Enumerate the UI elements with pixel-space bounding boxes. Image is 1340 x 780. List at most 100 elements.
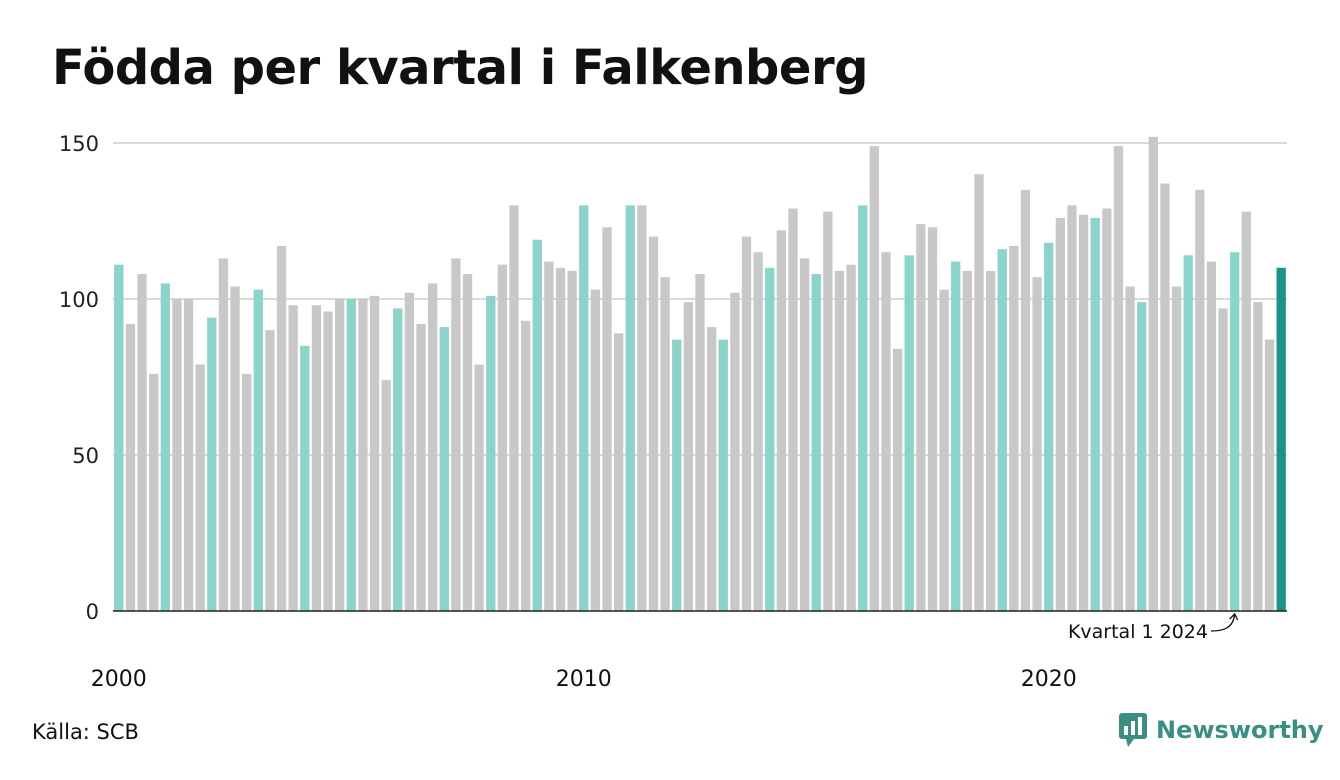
bar — [520, 320, 531, 611]
bar — [404, 292, 415, 611]
bar — [137, 274, 147, 611]
bar — [242, 373, 252, 611]
y-tick-label: 0 — [86, 600, 99, 624]
bar — [207, 317, 217, 611]
x-tick-label: 2010 — [556, 667, 612, 692]
bar — [1055, 217, 1065, 611]
bar — [579, 205, 589, 611]
bar — [904, 255, 914, 611]
bar — [997, 249, 1007, 611]
bar — [1218, 308, 1228, 611]
bar — [474, 364, 484, 611]
bar — [753, 252, 763, 611]
bar — [985, 270, 996, 611]
bar — [927, 227, 938, 612]
bar — [1148, 136, 1158, 611]
bar — [683, 302, 694, 611]
bar — [311, 305, 322, 611]
source-note: Källa: SCB — [32, 720, 139, 744]
bar — [451, 258, 461, 611]
bar — [1078, 214, 1089, 611]
bar — [172, 299, 182, 611]
bar — [858, 205, 868, 611]
bar — [358, 299, 368, 611]
x-tick-label: 2020 — [1021, 667, 1077, 692]
bar — [253, 289, 263, 611]
bar — [834, 270, 845, 611]
bar — [741, 236, 752, 611]
bar — [718, 339, 728, 611]
bar — [300, 345, 310, 611]
bar — [1195, 189, 1205, 612]
y-tick-label: 50 — [72, 444, 99, 468]
bar — [1090, 217, 1100, 611]
bar — [776, 230, 787, 612]
bar — [1044, 242, 1054, 611]
bar — [788, 208, 798, 611]
bar — [660, 277, 670, 611]
bar — [555, 267, 566, 611]
bar — [637, 205, 647, 611]
bar — [799, 258, 810, 611]
bar — [730, 292, 740, 611]
bar — [567, 270, 577, 611]
bar — [1241, 211, 1251, 611]
bar — [462, 274, 473, 611]
chart-title: Födda per kvartal i Falkenberg — [52, 40, 869, 96]
bar — [823, 211, 833, 611]
bar — [1102, 208, 1112, 611]
bar — [672, 339, 682, 611]
y-tick-label: 100 — [59, 288, 99, 312]
bar — [1183, 255, 1193, 611]
bar — [265, 330, 275, 611]
newsworthy-icon — [1119, 713, 1147, 747]
brand-logo: Newsworthy — [1118, 712, 1324, 748]
bar — [288, 305, 298, 611]
bar — [974, 174, 984, 611]
bar — [1137, 302, 1147, 611]
bar — [486, 295, 496, 611]
bar — [114, 264, 124, 611]
bar — [962, 270, 972, 611]
bar — [428, 283, 438, 611]
bar — [1230, 252, 1240, 611]
annotation: Kvartal 1 2024 — [1068, 612, 1239, 643]
bar — [881, 252, 891, 611]
bar — [1264, 339, 1275, 611]
bar — [916, 224, 926, 611]
bar — [706, 327, 717, 611]
axes: 0 50 100 150 2000 2010 2020 — [59, 132, 1287, 692]
bar — [602, 227, 612, 612]
bar — [369, 295, 380, 611]
brand-name: Newsworthy — [1156, 716, 1324, 744]
bar — [1276, 267, 1286, 611]
bar — [613, 333, 624, 611]
bar — [439, 327, 449, 611]
bar — [544, 261, 554, 611]
x-tick-label: 2000 — [91, 667, 147, 692]
bar — [497, 264, 508, 611]
bar — [323, 311, 333, 611]
y-tick-label: 150 — [59, 132, 99, 156]
bar — [1067, 205, 1077, 611]
bar — [1009, 245, 1019, 611]
bar — [951, 261, 961, 611]
bar — [160, 283, 170, 611]
bar — [811, 274, 821, 611]
bar — [1113, 146, 1124, 611]
bar — [532, 239, 542, 611]
bar — [276, 245, 287, 611]
bar — [1253, 302, 1263, 611]
bar — [1160, 183, 1170, 611]
bar — [218, 258, 229, 611]
bar — [1125, 286, 1135, 611]
bar — [695, 274, 705, 611]
bar — [869, 146, 880, 611]
bar — [381, 380, 391, 611]
bar — [648, 236, 659, 611]
bar — [183, 299, 194, 611]
bar-chart: 0 50 100 150 2000 2010 2020 Kvartal 1 2024 — [59, 132, 1287, 692]
bar — [149, 373, 159, 611]
bar — [230, 286, 240, 611]
bar — [509, 205, 519, 611]
